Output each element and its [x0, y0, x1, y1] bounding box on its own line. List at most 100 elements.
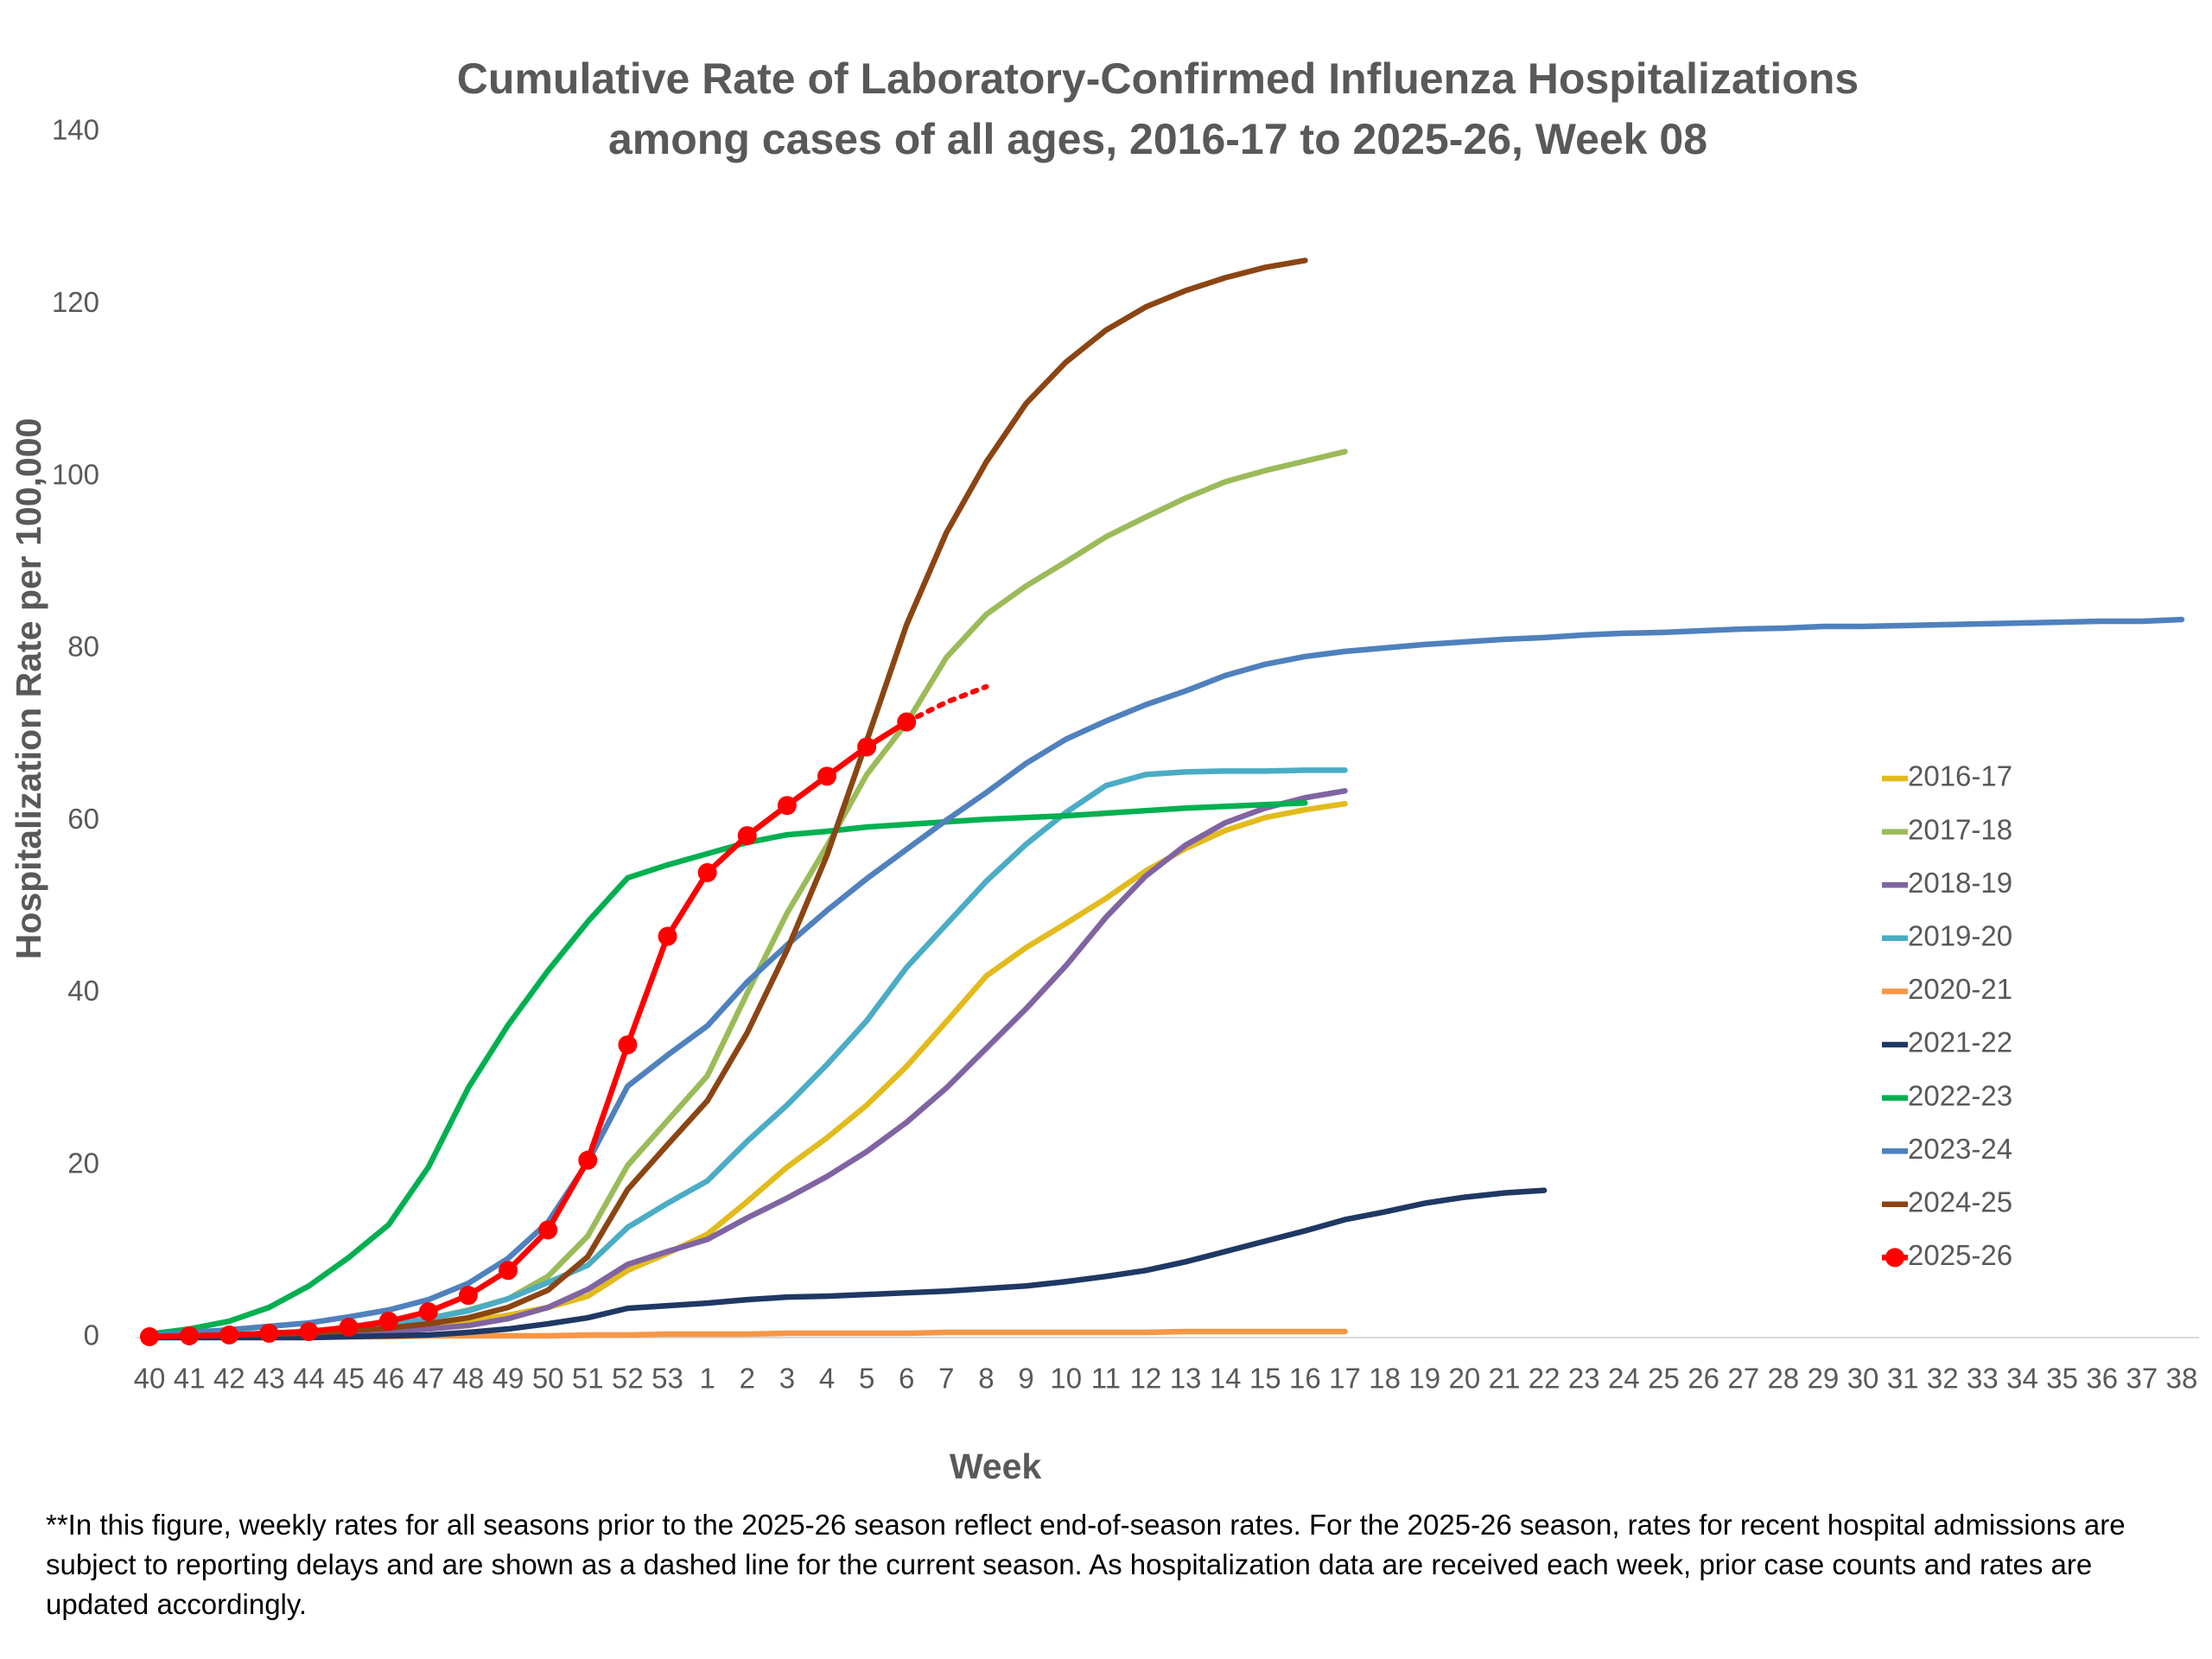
- point-marker: [777, 796, 797, 816]
- x-tick-label: 44: [293, 1363, 325, 1395]
- x-tick-label: 17: [1329, 1363, 1361, 1395]
- legend-label: 2016-17: [1908, 760, 2012, 792]
- x-tick-label: 18: [1369, 1363, 1401, 1395]
- point-marker: [697, 862, 717, 882]
- x-tick-label: 33: [1967, 1363, 1999, 1395]
- x-tick-label: 25: [1648, 1363, 1680, 1395]
- x-tick-label: 14: [1210, 1363, 1242, 1395]
- legend-label: 2020-21: [1908, 973, 2012, 1005]
- x-tick-label: 34: [2006, 1363, 2038, 1395]
- x-tick-label: 26: [1688, 1363, 1719, 1395]
- x-tick-label: 12: [1130, 1363, 1162, 1395]
- y-axis-title: Hospitalization Rate per 100,000: [9, 418, 48, 960]
- x-tick-label: 10: [1050, 1363, 1082, 1395]
- legend-marker: [1885, 1248, 1904, 1268]
- x-tick-label: 4: [819, 1363, 835, 1395]
- x-tick-label: 11: [1091, 1363, 1121, 1395]
- chart-subtitle: among cases of all ages, 2016-17 to 2025…: [608, 115, 1707, 163]
- x-tick-label: 38: [2166, 1363, 2198, 1395]
- x-tick-label: 28: [1767, 1363, 1799, 1395]
- x-tick-label: 42: [213, 1363, 245, 1395]
- x-tick-label: 36: [2086, 1363, 2118, 1395]
- x-tick-label: 7: [938, 1363, 954, 1395]
- y-tick-label: 0: [84, 1319, 99, 1351]
- x-tick-label: 16: [1289, 1363, 1321, 1395]
- series-line: [146, 257, 1308, 1340]
- point-marker: [418, 1302, 438, 1322]
- x-tick-label: 46: [372, 1363, 404, 1395]
- x-tick-label: 35: [2046, 1363, 2078, 1395]
- x-tick-label: 20: [1449, 1363, 1481, 1395]
- x-tick-label: 5: [859, 1363, 874, 1395]
- series-line: [146, 616, 2185, 1338]
- x-tick-label: 29: [1808, 1363, 1840, 1395]
- point-marker: [817, 766, 836, 786]
- x-tick-label: 37: [2126, 1363, 2158, 1395]
- x-tick-label: 52: [612, 1363, 644, 1395]
- series-line-dashed: [904, 683, 989, 725]
- x-tick-label: 1: [699, 1363, 715, 1395]
- x-tick-label: 19: [1408, 1363, 1440, 1395]
- series-line: [146, 1187, 1548, 1341]
- legend-label: 2024-25: [1908, 1186, 2012, 1218]
- x-tick-label: 41: [174, 1363, 206, 1395]
- point-marker: [499, 1261, 518, 1281]
- point-marker: [140, 1327, 159, 1347]
- point-marker: [378, 1312, 398, 1332]
- point-marker: [180, 1326, 200, 1346]
- series-line: [146, 788, 1348, 1340]
- point-marker: [578, 1150, 598, 1170]
- y-tick-label: 80: [67, 631, 99, 663]
- x-tick-label: 32: [1927, 1363, 1959, 1395]
- series-line: [146, 767, 1348, 1340]
- x-tick-label: 47: [412, 1363, 444, 1395]
- point-marker: [618, 1035, 638, 1055]
- series-line: [146, 719, 910, 1340]
- legend-label: 2023-24: [1908, 1133, 2012, 1165]
- x-tick-label: 40: [134, 1363, 166, 1395]
- chart-title: Cumulative Rate of Laboratory-Confirmed …: [457, 54, 1859, 103]
- legend-label: 2025-26: [1908, 1239, 2012, 1271]
- point-marker: [857, 737, 877, 757]
- point-marker: [897, 712, 917, 732]
- point-marker: [658, 926, 677, 946]
- y-tick-label: 60: [67, 803, 99, 835]
- x-tick-label: 45: [333, 1363, 365, 1395]
- x-tick-label: 23: [1568, 1363, 1600, 1395]
- x-tick-label: 2: [740, 1363, 755, 1395]
- x-tick-label: 51: [572, 1363, 604, 1395]
- y-tick-label: 140: [52, 114, 99, 146]
- x-tick-label: 50: [532, 1363, 564, 1395]
- series-line: [146, 800, 1348, 1340]
- legend-label: 2021-22: [1908, 1027, 2012, 1058]
- x-tick-label: 43: [253, 1363, 285, 1395]
- chart: Cumulative Rate of Laboratory-Confirmed …: [9, 54, 2199, 1486]
- legend-label: 2018-19: [1908, 867, 2012, 899]
- x-tick-label: 8: [978, 1363, 994, 1395]
- x-axis-title: Week: [950, 1446, 1042, 1486]
- x-tick-label: 6: [899, 1363, 914, 1395]
- x-tick-label: 30: [1847, 1363, 1879, 1395]
- point-marker: [339, 1318, 359, 1338]
- x-tick-label: 53: [652, 1363, 683, 1395]
- y-tick-label: 120: [52, 286, 99, 318]
- point-marker: [458, 1286, 478, 1306]
- x-tick-label: 15: [1249, 1363, 1281, 1395]
- x-tick-label: 49: [493, 1363, 524, 1395]
- x-tick-label: 22: [1529, 1363, 1560, 1395]
- point-marker: [259, 1324, 279, 1344]
- point-marker: [538, 1220, 558, 1240]
- y-tick-label: 20: [67, 1147, 99, 1179]
- x-tick-label: 21: [1489, 1363, 1521, 1395]
- x-tick-label: 27: [1727, 1363, 1759, 1395]
- x-tick-label: 3: [779, 1363, 795, 1395]
- y-tick-label: 100: [52, 458, 99, 490]
- x-tick-label: 24: [1608, 1363, 1640, 1395]
- series-line: [146, 799, 1308, 1338]
- legend-label: 2022-23: [1908, 1079, 2012, 1111]
- point-marker: [737, 826, 757, 846]
- legend-label: 2017-18: [1908, 813, 2012, 845]
- point-marker: [219, 1325, 239, 1345]
- y-tick-label: 40: [67, 975, 99, 1007]
